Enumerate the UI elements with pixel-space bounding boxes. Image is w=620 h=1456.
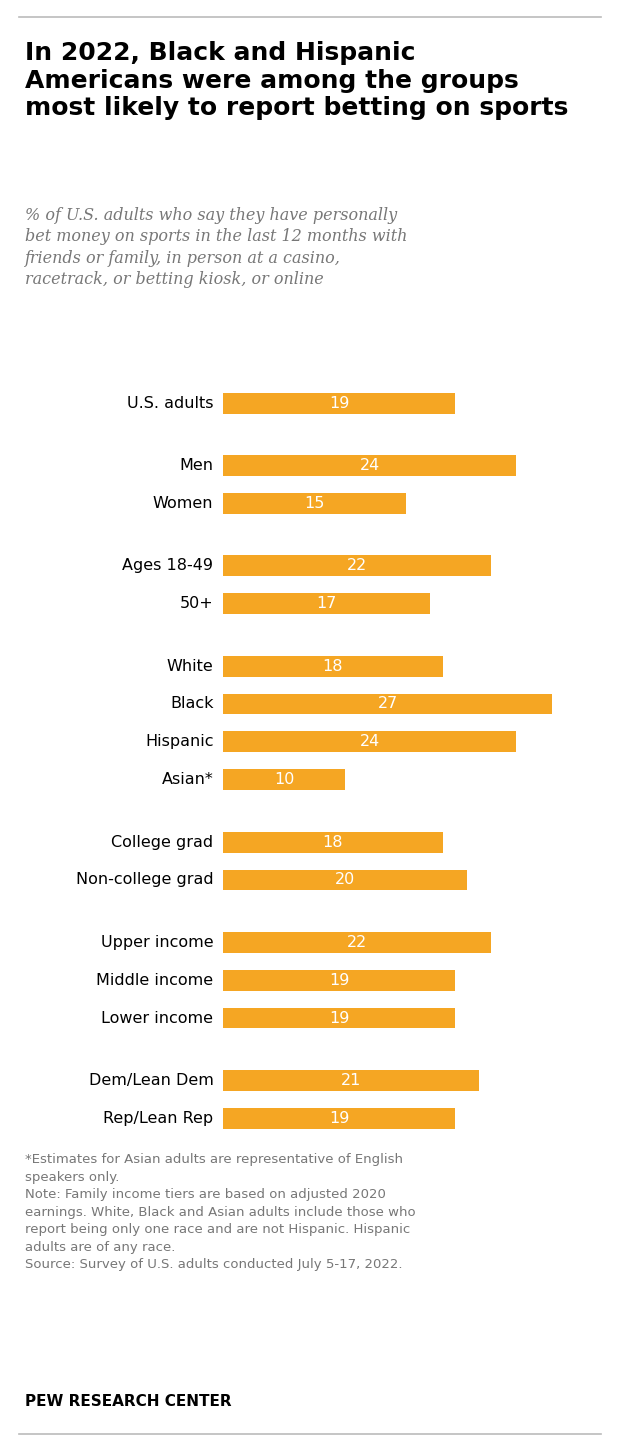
Text: Ages 18-49: Ages 18-49	[122, 558, 213, 574]
Text: 19: 19	[329, 1111, 349, 1125]
Bar	[223, 494, 406, 514]
Text: 24: 24	[360, 459, 379, 473]
Text: White: White	[167, 658, 213, 674]
Bar	[223, 970, 455, 990]
Text: 21: 21	[341, 1073, 361, 1088]
Text: Rep/Lean Rep: Rep/Lean Rep	[104, 1111, 213, 1125]
Text: 22: 22	[347, 558, 368, 574]
Text: 10: 10	[274, 772, 294, 788]
Text: 18: 18	[322, 658, 343, 674]
Bar	[223, 731, 516, 753]
Text: Dem/Lean Dem: Dem/Lean Dem	[89, 1073, 213, 1088]
Text: 22: 22	[347, 935, 368, 949]
Text: 15: 15	[304, 496, 325, 511]
Text: Hispanic: Hispanic	[145, 734, 213, 750]
Text: 19: 19	[329, 973, 349, 987]
Bar	[223, 932, 492, 952]
Bar	[223, 831, 443, 853]
Text: College grad: College grad	[112, 834, 213, 850]
Bar	[223, 1070, 479, 1091]
Text: Upper income: Upper income	[101, 935, 213, 949]
Bar	[223, 1008, 455, 1028]
Text: 19: 19	[329, 396, 349, 411]
Text: Non-college grad: Non-college grad	[76, 872, 213, 888]
Text: 17: 17	[317, 596, 337, 612]
Bar	[223, 769, 345, 791]
Bar	[223, 593, 430, 614]
Text: U.S. adults: U.S. adults	[127, 396, 213, 411]
Text: Asian*: Asian*	[162, 772, 213, 788]
Text: 24: 24	[360, 734, 379, 750]
Text: *Estimates for Asian adults are representative of English
speakers only.
Note: F: *Estimates for Asian adults are represen…	[25, 1153, 415, 1271]
Bar	[223, 556, 492, 577]
Text: 20: 20	[335, 872, 355, 888]
Bar	[223, 655, 443, 677]
Text: Black: Black	[170, 696, 213, 712]
Text: Men: Men	[179, 459, 213, 473]
Bar	[223, 456, 516, 476]
Text: Lower income: Lower income	[102, 1010, 213, 1025]
Text: 27: 27	[378, 696, 398, 712]
Text: PEW RESEARCH CENTER: PEW RESEARCH CENTER	[25, 1395, 231, 1409]
Text: 50+: 50+	[180, 596, 213, 612]
Bar	[223, 393, 455, 414]
Text: Women: Women	[153, 496, 213, 511]
Text: Middle income: Middle income	[96, 973, 213, 987]
Bar	[223, 693, 552, 715]
Bar	[223, 1108, 455, 1128]
Bar	[223, 869, 467, 891]
Text: In 2022, Black and Hispanic
Americans were among the groups
most likely to repor: In 2022, Black and Hispanic Americans we…	[25, 41, 568, 121]
Text: 19: 19	[329, 1010, 349, 1025]
Text: 18: 18	[322, 834, 343, 850]
Text: % of U.S. adults who say they have personally
bet money on sports in the last 12: % of U.S. adults who say they have perso…	[25, 207, 407, 288]
